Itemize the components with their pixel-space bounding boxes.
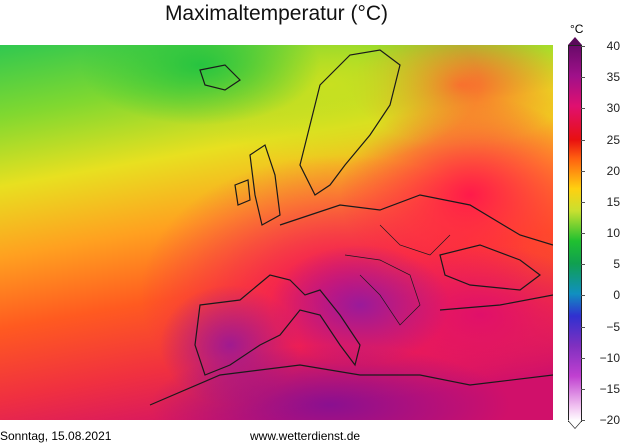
colorbar-tick-label: 5: [613, 257, 620, 272]
colorbar-unit: °C: [570, 22, 584, 36]
colorbar-tick-label: −10: [599, 350, 620, 365]
map-title: Maximaltemperatur (°C): [164, 2, 389, 25]
colorbar-tick-mark: [581, 264, 585, 266]
colorbar-tick-label: −5: [606, 319, 620, 334]
forecast-date: Sonntag, 15.08.2021: [0, 429, 112, 443]
colorbar-tick-label: 20: [606, 163, 620, 178]
colorbar-tick-mark: [581, 295, 585, 297]
colorbar-max-arrow: [568, 37, 582, 45]
colorbar-tick-label: 40: [606, 39, 620, 53]
colorbar: [568, 45, 582, 422]
colorbar-tick-label: −15: [599, 381, 620, 396]
source-url[interactable]: www.wetterdienst.de: [250, 429, 361, 443]
colorbar-tick-label: 10: [606, 226, 620, 240]
colorbar-tick-mark: [581, 420, 585, 421]
temperature-map: [0, 45, 553, 420]
colorbar-tick-mark: [581, 357, 585, 359]
coastlines: [149, 49, 553, 406]
colorbar-tick-label: 15: [606, 194, 620, 209]
colorbar-tick-mark: [581, 326, 585, 328]
colorbar-tick-label: −20: [599, 413, 620, 427]
colorbar-min-arrow: [568, 420, 582, 428]
colorbar-tick-mark: [581, 139, 585, 141]
colorbar-tick-mark: [581, 108, 585, 110]
colorbar-tick-mark: [581, 233, 585, 234]
colorbar-tick-mark: [581, 388, 585, 390]
colorbar-tick-label: 25: [606, 132, 620, 147]
colorbar-tick-mark: [581, 46, 585, 47]
colorbar-tick-mark: [581, 77, 585, 79]
colorbar-tick-label: 0: [613, 288, 620, 303]
colorbar-tick-mark: [581, 201, 585, 203]
colorbar-tick-label: 30: [606, 101, 620, 116]
colorbar-tick-label: 35: [606, 70, 620, 85]
colorbar-tick-mark: [581, 170, 585, 172]
